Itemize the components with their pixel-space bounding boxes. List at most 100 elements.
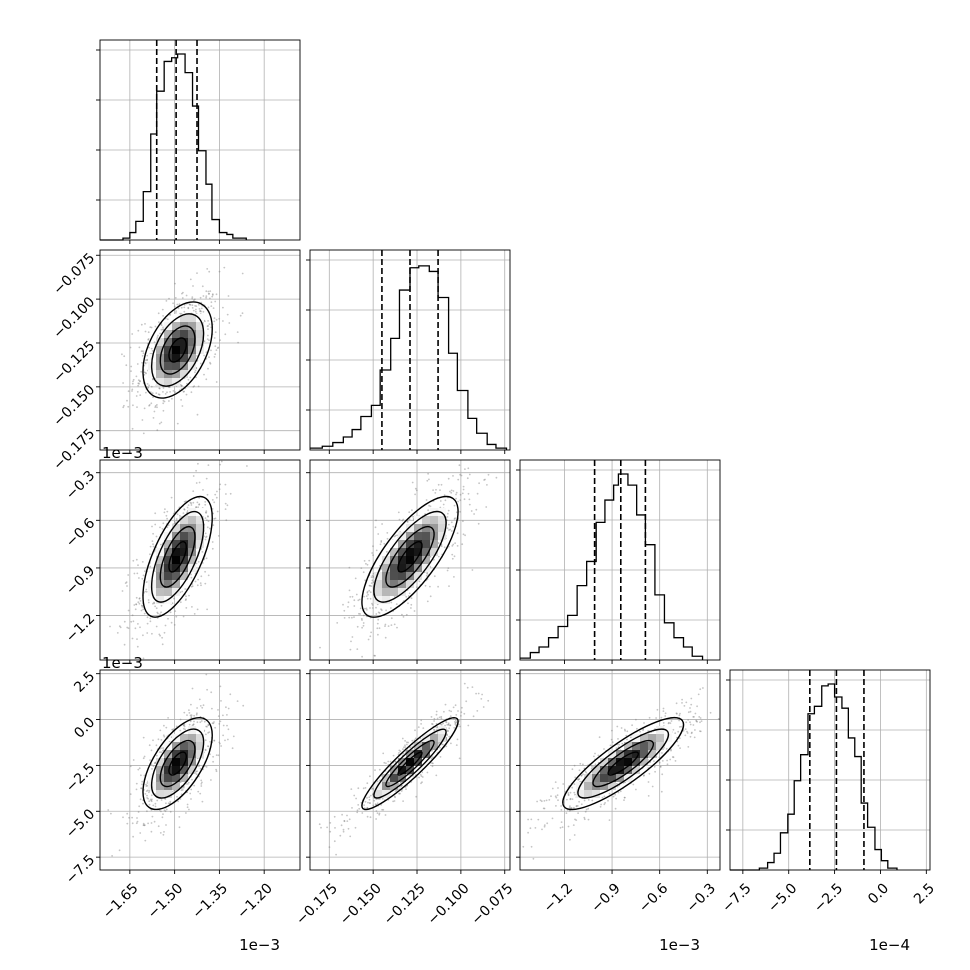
sample-point — [137, 811, 140, 813]
sample-point — [349, 648, 352, 651]
sample-point — [219, 742, 221, 745]
sample-point — [150, 763, 153, 766]
sample-point — [449, 724, 452, 727]
sample-point — [482, 706, 485, 708]
sample-point — [554, 781, 557, 783]
sample-point — [188, 303, 191, 305]
sample-point — [135, 395, 138, 397]
sample-point — [466, 477, 469, 480]
sample-point — [370, 585, 373, 587]
sample-point — [194, 298, 196, 301]
sample-point — [661, 773, 664, 776]
sample-point — [587, 807, 590, 810]
sample-point — [165, 808, 168, 811]
sample-point — [439, 506, 442, 509]
density-cell — [196, 346, 204, 354]
sample-point — [339, 834, 342, 837]
sample-point — [149, 565, 152, 568]
sample-point — [446, 733, 448, 736]
sample-point — [373, 799, 376, 802]
sample-point — [205, 290, 208, 293]
sample-point — [165, 726, 168, 729]
density-cell — [390, 556, 398, 564]
sample-point — [571, 768, 574, 771]
sample-point — [231, 747, 234, 750]
sample-point — [381, 808, 383, 811]
density-cell — [172, 572, 180, 580]
sample-point — [163, 400, 166, 403]
x-tick-label-p2: −0.3 — [684, 880, 719, 915]
sample-point — [476, 710, 479, 712]
sample-point — [146, 782, 149, 784]
sample-point — [186, 714, 188, 716]
sample-point — [364, 787, 367, 789]
sample-point — [484, 478, 486, 481]
sample-point — [183, 306, 186, 309]
sample-point — [144, 359, 147, 361]
sample-point — [131, 390, 133, 392]
sample-point — [685, 701, 688, 704]
sample-point — [205, 725, 208, 728]
sample-point — [371, 607, 374, 609]
sample-point — [131, 388, 134, 391]
sample-point — [145, 588, 148, 591]
sample-point — [555, 796, 558, 799]
sample-point — [364, 579, 367, 582]
sample-point — [686, 730, 688, 733]
sample-point — [197, 790, 200, 793]
sample-point — [456, 545, 459, 547]
sample-point — [194, 580, 197, 583]
sample-point — [689, 735, 692, 738]
sample-point — [209, 362, 212, 365]
sample-point — [414, 729, 416, 732]
contour-0 — [168, 337, 187, 363]
sample-point — [373, 654, 376, 657]
sample-point — [203, 720, 206, 723]
sample-point — [384, 625, 386, 627]
sample-point — [160, 810, 162, 813]
sample-point — [203, 340, 206, 342]
density-cell — [172, 314, 180, 322]
sample-point — [143, 371, 146, 373]
sample-point — [186, 806, 189, 809]
sample-point — [176, 303, 179, 306]
sample-point — [439, 500, 442, 502]
sample-point — [449, 528, 452, 531]
density-cell — [172, 524, 180, 532]
contour-3 — [361, 495, 459, 618]
sample-point — [182, 724, 185, 727]
density-cell — [180, 330, 188, 338]
sample-point — [187, 378, 190, 381]
hist-panel-p2 — [516, 459, 721, 664]
sample-point — [154, 406, 157, 408]
sample-point — [237, 341, 240, 344]
sample-point — [435, 713, 438, 716]
density-cell — [188, 362, 196, 370]
sample-point — [189, 792, 192, 795]
sample-point — [431, 749, 433, 752]
sample-point — [204, 749, 207, 752]
panel-bg — [100, 670, 300, 870]
sample-point — [405, 595, 408, 598]
y-offset-label-row3: 1e−3 — [102, 654, 143, 672]
sample-point — [195, 773, 198, 776]
sample-point — [457, 710, 459, 712]
sample-point — [477, 522, 480, 525]
sample-point — [204, 748, 207, 751]
density-cell — [172, 766, 180, 774]
sample-point — [142, 822, 145, 825]
sample-point — [396, 534, 398, 537]
sample-point — [156, 404, 158, 406]
sample-point — [204, 532, 207, 535]
sample-point — [206, 338, 209, 340]
density-cell — [196, 532, 204, 540]
sample-point — [347, 601, 350, 604]
sample-point — [436, 726, 438, 729]
density-cell — [172, 362, 180, 370]
sample-point — [367, 593, 369, 596]
density-cell — [430, 548, 438, 556]
sample-point — [159, 613, 162, 616]
sample-point — [191, 304, 194, 307]
sample-point — [209, 753, 211, 756]
sample-point — [126, 585, 128, 587]
